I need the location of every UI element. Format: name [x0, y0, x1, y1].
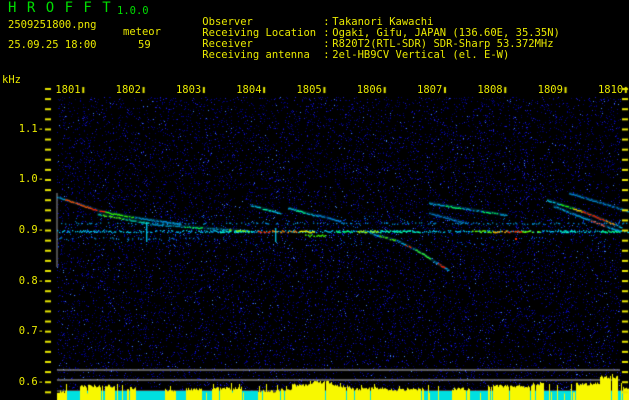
x-tick-label: 1809 — [537, 84, 563, 96]
output-filename: 2509251800.png — [8, 19, 97, 31]
x-tick-label: 1801 — [55, 84, 81, 96]
y-tick-label: 0.7- — [18, 325, 44, 338]
x-tick-label: 1802 — [115, 84, 141, 96]
info-value: 2el-HB9CV Vertical (el. E-W) — [332, 49, 510, 61]
y-tick-label: 0.6- — [18, 376, 44, 388]
mode-label: meteor — [123, 26, 161, 38]
info-label: Receiving Location — [202, 27, 317, 39]
x-tick-label: 1806 — [356, 84, 383, 96]
x-tick-label: 1805 — [296, 84, 322, 96]
info-label: Receiving antenna — [202, 49, 310, 61]
info-separator: : — [323, 27, 330, 39]
info-value: Ogaki, Gifu, JAPAN (136.60E, 35.35N) — [332, 27, 560, 39]
x-tick-label: 1803 — [175, 84, 202, 96]
y-axis-unit-label: kHz — [2, 74, 21, 86]
echo-count: 59 — [138, 39, 151, 51]
info-row-location: Receiving Location: Ogaki, Gifu, JAPAN (1… — [177, 17, 560, 50]
info-row-receiver: Receiver: R820T2(RTL-SDR) SDR-Sharp 53.37… — [177, 28, 554, 61]
x-tick-label: 1807 — [417, 84, 443, 96]
info-separator: : — [323, 38, 330, 50]
info-value: R820T2(RTL-SDR) SDR-Sharp 53.372MHz — [332, 38, 554, 50]
info-label: Observer — [202, 16, 253, 28]
info-value: Takanori Kawachi — [332, 16, 434, 28]
y-tick-label: 1.1- — [18, 122, 44, 135]
app-version: 1.0.0 — [117, 5, 149, 17]
x-tick-label: 1804 — [236, 84, 262, 96]
y-tick-label: 1.0- — [18, 173, 44, 186]
datetime-label: 25.09.25 18:00 — [8, 39, 97, 51]
info-row-antenna: Receiving antenna:2el-HB9CV Vertical (el… — [177, 39, 509, 72]
info-separator: : — [323, 49, 330, 61]
y-tick-label: 0.9- — [18, 223, 44, 236]
info-label: Receiver — [202, 38, 253, 50]
x-tick-label: 1810 — [597, 84, 624, 96]
app-title: H R O F F T — [8, 0, 112, 16]
info-separator: : — [323, 16, 330, 28]
info-row-observer: Observer: Takanori Kawachi — [177, 6, 433, 39]
x-tick-label: 1808 — [477, 84, 503, 96]
y-tick-label: 0.8- — [18, 274, 44, 287]
